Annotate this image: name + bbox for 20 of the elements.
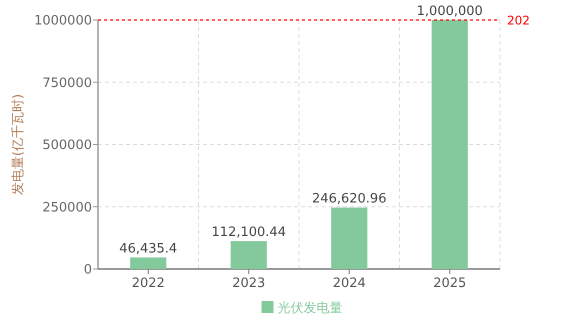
x-tick-label: 2023 [232, 276, 266, 291]
y-tick-label: 500000 [42, 138, 92, 153]
bar [130, 257, 166, 269]
x-tick-label: 2022 [132, 276, 165, 291]
y-tick-label: 750000 [42, 76, 92, 91]
data-label: 46,435.4 [119, 241, 178, 256]
legend-label: 光伏发电量 [278, 301, 342, 316]
bar [331, 208, 368, 269]
bar [230, 241, 267, 269]
y-tick-label: 0 [84, 262, 92, 278]
data-label: 112,100.44 [212, 225, 286, 240]
text: 202 [507, 14, 530, 28]
x-tick-label: 2024 [332, 276, 366, 291]
bar [432, 20, 468, 269]
x-tick-label: 2025 [433, 276, 466, 291]
data-label: 1,000,000 [416, 4, 483, 19]
data-label: 246,620.96 [312, 192, 386, 207]
y-tick-label: 1000000 [34, 14, 92, 28]
y-axis-title: 发电量(亿千瓦时) [11, 94, 26, 196]
y-tick-label: 250000 [42, 200, 92, 216]
